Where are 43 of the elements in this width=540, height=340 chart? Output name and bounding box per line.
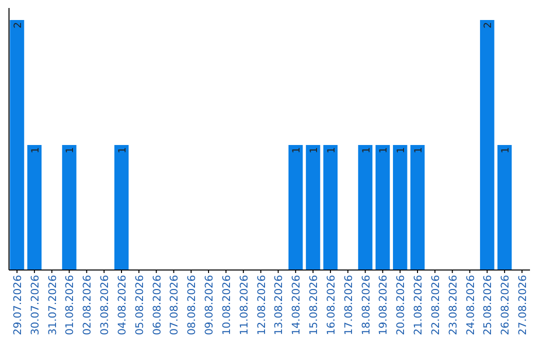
x-tick-label: 07.08.2026: [168, 274, 181, 336]
x-tick-label: 25.08.2026: [482, 274, 494, 336]
x-tick-label: 19.08.2026: [378, 274, 390, 336]
data-label: 1: [378, 147, 390, 154]
x-tick-label: 24.08.2026: [464, 274, 477, 336]
data-label: 1: [414, 147, 425, 154]
x-tick-label: 16.08.2026: [325, 274, 338, 336]
x-tick-label: 31.07.2026: [46, 274, 59, 336]
x-tick-label: 30.07.2026: [29, 274, 42, 336]
x-tick-label: 04.08.2026: [116, 274, 128, 336]
x-tick-label: 03.08.2026: [99, 274, 112, 336]
data-label: 1: [309, 147, 320, 154]
x-tick-label: 14.08.2026: [290, 274, 303, 336]
x-tick-label: 10.08.2026: [220, 274, 233, 336]
x-tick-label: 27.08.2026: [516, 274, 529, 336]
x-tick-label: 11.08.2026: [238, 274, 250, 336]
x-tick-label: 13.08.2026: [273, 274, 286, 336]
x-tick-label: 20.08.2026: [395, 274, 408, 336]
x-tick-label: 02.08.2026: [82, 274, 94, 336]
x-tick-label: 01.08.2026: [64, 274, 76, 336]
x-tick-label: 21.08.2026: [412, 274, 425, 336]
data-label: 2: [483, 22, 494, 28]
x-tick-label: 06.08.2026: [151, 274, 164, 336]
data-label: 1: [117, 147, 128, 154]
x-tick-label: 22.08.2026: [430, 274, 442, 336]
x-tick-label: 29.07.2026: [12, 274, 24, 336]
data-label: 1: [292, 147, 303, 154]
data-label: 1: [65, 147, 76, 154]
x-tick-label: 09.08.2026: [204, 274, 216, 336]
x-tick-label: 05.08.2026: [134, 274, 146, 336]
data-label: 1: [361, 147, 372, 154]
x-tick-label: 12.08.2026: [256, 274, 268, 336]
data-label: 2: [13, 22, 24, 28]
data-label: 1: [30, 147, 42, 154]
data-label: 1: [326, 147, 338, 154]
x-tick-label: 08.08.2026: [186, 274, 198, 336]
x-tick-label: 26.08.2026: [500, 274, 512, 336]
x-tick-label: 18.08.2026: [360, 274, 372, 336]
x-tick-label: 15.08.2026: [308, 274, 320, 336]
data-label: 1: [500, 147, 512, 154]
x-tick-label: 17.08.2026: [342, 274, 355, 336]
data-label: 1: [396, 147, 408, 154]
x-tick-label: 23.08.2026: [447, 274, 460, 336]
